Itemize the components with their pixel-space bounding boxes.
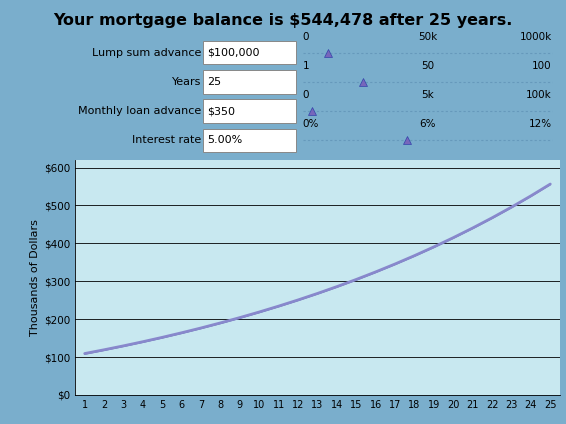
Text: 50: 50 xyxy=(421,61,434,71)
Text: 100k: 100k xyxy=(526,90,552,100)
Bar xyxy=(203,70,296,94)
Bar xyxy=(203,99,296,123)
Text: 50k: 50k xyxy=(418,31,437,42)
Text: Years: Years xyxy=(171,77,201,87)
Text: 1000k: 1000k xyxy=(520,31,552,42)
Bar xyxy=(203,41,296,64)
Text: 0: 0 xyxy=(303,90,309,100)
Text: Monthly loan advance: Monthly loan advance xyxy=(78,106,201,116)
Text: 1: 1 xyxy=(303,61,310,71)
Text: 0: 0 xyxy=(303,31,309,42)
Text: 100: 100 xyxy=(532,61,552,71)
Text: $350: $350 xyxy=(207,106,235,116)
Text: 0%: 0% xyxy=(303,119,319,129)
Text: 6%: 6% xyxy=(419,119,436,129)
Text: Lump sum advance: Lump sum advance xyxy=(92,47,201,58)
Bar xyxy=(203,128,296,152)
Text: Your mortgage balance is $544,478 after 25 years.: Your mortgage balance is $544,478 after … xyxy=(53,14,513,28)
Text: 12%: 12% xyxy=(529,119,552,129)
Text: $100,000: $100,000 xyxy=(207,47,260,58)
Text: Interest rate: Interest rate xyxy=(132,135,201,145)
Text: 25: 25 xyxy=(207,77,221,87)
Y-axis label: Thousands of Dollars: Thousands of Dollars xyxy=(30,219,40,336)
Text: 5k: 5k xyxy=(421,90,434,100)
Text: 5.00%: 5.00% xyxy=(207,135,242,145)
